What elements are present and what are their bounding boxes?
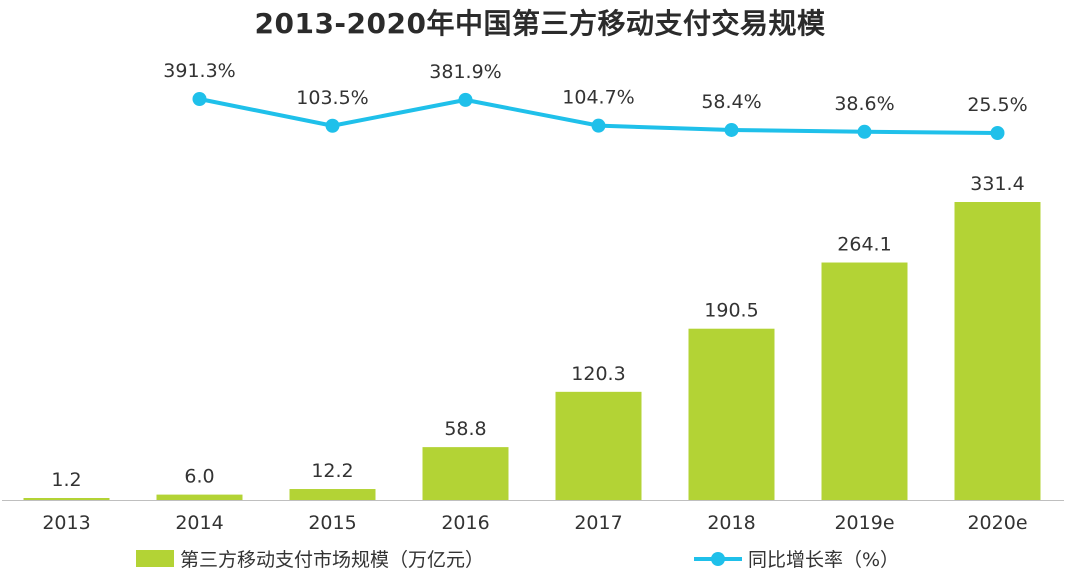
bar-value-label: 120.3 xyxy=(571,363,625,385)
legend-bar-swatch xyxy=(136,550,174,567)
growth-value-label: 381.9% xyxy=(429,61,501,83)
growth-point-2017 xyxy=(591,118,606,133)
bar-2015 xyxy=(289,489,376,500)
bar-2020e xyxy=(954,202,1041,500)
chart-title: 2013-2020年中国第三方移动支付交易规模 xyxy=(254,7,826,40)
growth-point-2018 xyxy=(724,122,739,137)
growth-point-2020e xyxy=(990,126,1005,140)
x-tick-label: 2020e xyxy=(967,512,1027,534)
bar-2016 xyxy=(422,447,509,500)
bar-2014 xyxy=(156,494,243,500)
bar-2019e xyxy=(821,262,908,500)
bar-value-label: 58.8 xyxy=(444,418,486,440)
bar-value-label: 331.4 xyxy=(970,173,1024,195)
legend-line-marker xyxy=(711,552,725,566)
bar-value-label: 190.5 xyxy=(704,300,758,322)
legend-line-label: 同比增长率（%） xyxy=(748,549,899,571)
growth-value-label: 38.6% xyxy=(834,93,894,115)
bar-2013 xyxy=(23,498,110,500)
bar-value-label: 264.1 xyxy=(837,234,891,256)
growth-point-2019e xyxy=(857,124,872,139)
growth-value-label: 391.3% xyxy=(163,60,235,82)
growth-value-label: 104.7% xyxy=(562,87,634,109)
growth-point-2014 xyxy=(192,92,207,106)
x-tick-label: 2017 xyxy=(574,512,622,534)
bar-2017 xyxy=(555,391,642,500)
growth-value-label: 58.4% xyxy=(701,91,761,113)
x-tick-label: 2018 xyxy=(707,512,755,534)
growth-point-2016 xyxy=(458,92,473,107)
bar-value-label: 6.0 xyxy=(184,466,214,488)
x-tick-label: 2014 xyxy=(175,512,223,534)
bar-2018 xyxy=(688,328,775,500)
x-tick-label: 2019e xyxy=(834,512,894,534)
x-tick-label: 2013 xyxy=(42,512,90,534)
x-tick-label: 2015 xyxy=(308,512,356,534)
bar-value-label: 1.2 xyxy=(51,469,81,491)
growth-value-label: 103.5% xyxy=(296,87,368,109)
growth-point-2015 xyxy=(325,118,340,133)
bar-value-label: 12.2 xyxy=(311,460,353,482)
legend-bar-label: 第三方移动支付市场规模（万亿元） xyxy=(180,549,484,571)
x-tick-label: 2016 xyxy=(441,512,489,534)
growth-value-label: 25.5% xyxy=(967,94,1027,116)
